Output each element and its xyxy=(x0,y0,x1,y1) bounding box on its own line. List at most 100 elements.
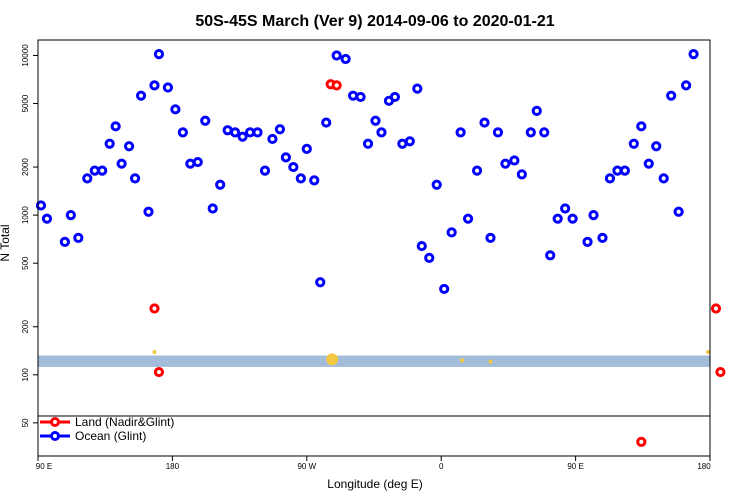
ocean-point xyxy=(315,277,326,288)
ocean-point xyxy=(389,91,401,103)
ocean-point xyxy=(643,158,654,169)
ocean-point xyxy=(471,165,483,176)
ocean-point xyxy=(259,165,271,176)
land-point xyxy=(153,366,165,378)
ocean-point xyxy=(110,121,121,132)
ocean-point xyxy=(673,206,684,217)
ocean-point xyxy=(455,127,466,138)
ocean-point xyxy=(362,138,374,149)
ocean-point xyxy=(347,90,359,101)
ocean-point xyxy=(404,136,415,147)
ocean-point xyxy=(73,232,84,244)
band-marker xyxy=(706,349,710,354)
ocean-point xyxy=(116,158,127,169)
ocean-point xyxy=(170,104,181,115)
ocean-point xyxy=(340,53,351,65)
ocean-point xyxy=(143,206,154,217)
ocean-point xyxy=(280,152,291,163)
ocean-point xyxy=(135,90,147,101)
land-point xyxy=(715,366,726,378)
ocean-point xyxy=(500,158,511,169)
ocean-point xyxy=(619,165,630,176)
plot-frame xyxy=(37,39,711,457)
y-tick-label: 5000 xyxy=(21,94,30,112)
ocean-point xyxy=(539,127,550,138)
ocean-point xyxy=(545,250,556,261)
ocean-point xyxy=(462,213,474,224)
legend-item-ocean: Ocean (Glint) xyxy=(40,429,146,443)
ocean-point xyxy=(59,236,70,247)
ocean-point xyxy=(531,105,542,116)
ocean-point xyxy=(485,232,496,244)
ocean-point xyxy=(153,48,165,60)
ocean-point xyxy=(666,90,677,101)
ocean-point xyxy=(560,203,571,214)
ocean-point xyxy=(82,173,93,184)
y-tick-label: 50 xyxy=(21,418,30,427)
ocean-point xyxy=(446,227,457,238)
ocean-point xyxy=(376,127,387,138)
ocean-point xyxy=(509,155,520,166)
ocean-point xyxy=(658,173,669,184)
ocean-point xyxy=(651,141,662,152)
ocean-point xyxy=(207,203,218,214)
ocean-point xyxy=(301,143,312,154)
x-tick-label: 90 W xyxy=(297,462,316,471)
ocean-point xyxy=(192,156,203,168)
ocean-point xyxy=(681,80,692,91)
ocean-point xyxy=(41,213,53,224)
chart-title: 50S-45S March (Ver 9) 2014-09-06 to 2020… xyxy=(195,13,554,30)
x-axis-label: Longitude (deg E) xyxy=(327,477,422,491)
y-tick-label: 500 xyxy=(21,256,30,270)
band-marker xyxy=(488,359,493,364)
ocean-point xyxy=(123,141,135,152)
ocean-point xyxy=(567,213,578,224)
ocean-point xyxy=(370,115,381,126)
ocean-point xyxy=(582,236,593,247)
land-point xyxy=(331,80,342,91)
y-axis-label: N Total xyxy=(0,224,12,261)
ocean-point xyxy=(416,240,427,252)
ocean-point xyxy=(424,252,435,263)
ocean-point xyxy=(636,121,647,132)
ocean-point xyxy=(274,124,286,135)
ocean-point xyxy=(597,232,608,244)
band-layer xyxy=(38,349,710,367)
land-point xyxy=(636,436,647,447)
x-tick-label: 180 xyxy=(697,462,711,471)
ocean-point xyxy=(439,283,450,295)
ocean-point xyxy=(237,131,248,142)
ocean-point xyxy=(267,133,278,145)
x-axis: 90 E 180 90 W 0 90 E 180 xyxy=(36,456,711,471)
ocean-point xyxy=(35,200,47,211)
ocean-point xyxy=(129,173,141,184)
ocean-point xyxy=(215,179,226,190)
ocean-point xyxy=(552,213,563,224)
band-marker xyxy=(326,353,339,366)
ocean-point xyxy=(628,138,639,149)
ocean-point xyxy=(149,80,160,91)
ocean-point xyxy=(525,127,536,138)
ocean-point xyxy=(65,210,76,221)
ocean-point xyxy=(97,165,108,176)
ocean-point xyxy=(104,138,115,149)
ocean-point xyxy=(604,173,616,184)
x-tick-label: 90 E xyxy=(36,462,52,471)
ocean-point xyxy=(516,169,527,180)
legend-ocean-marker xyxy=(50,431,60,441)
ocean-point xyxy=(492,127,504,138)
y-tick-label: 1000 xyxy=(21,206,30,224)
ocean-point xyxy=(412,83,423,94)
y-tick-label: 100 xyxy=(21,368,30,382)
ocean-point xyxy=(230,127,241,138)
legend-land-label: Land (Nadir&Glint) xyxy=(75,415,174,429)
ocean-point xyxy=(309,175,320,186)
band-marker xyxy=(460,358,465,363)
y-axis: 50 100 200 500 1000 2000 5000 10000 xyxy=(21,44,38,427)
x-tick-label: 0 xyxy=(439,462,444,471)
x-tick-label: 180 xyxy=(166,462,180,471)
ocean-point xyxy=(431,179,442,190)
legend-land-marker xyxy=(50,417,60,427)
